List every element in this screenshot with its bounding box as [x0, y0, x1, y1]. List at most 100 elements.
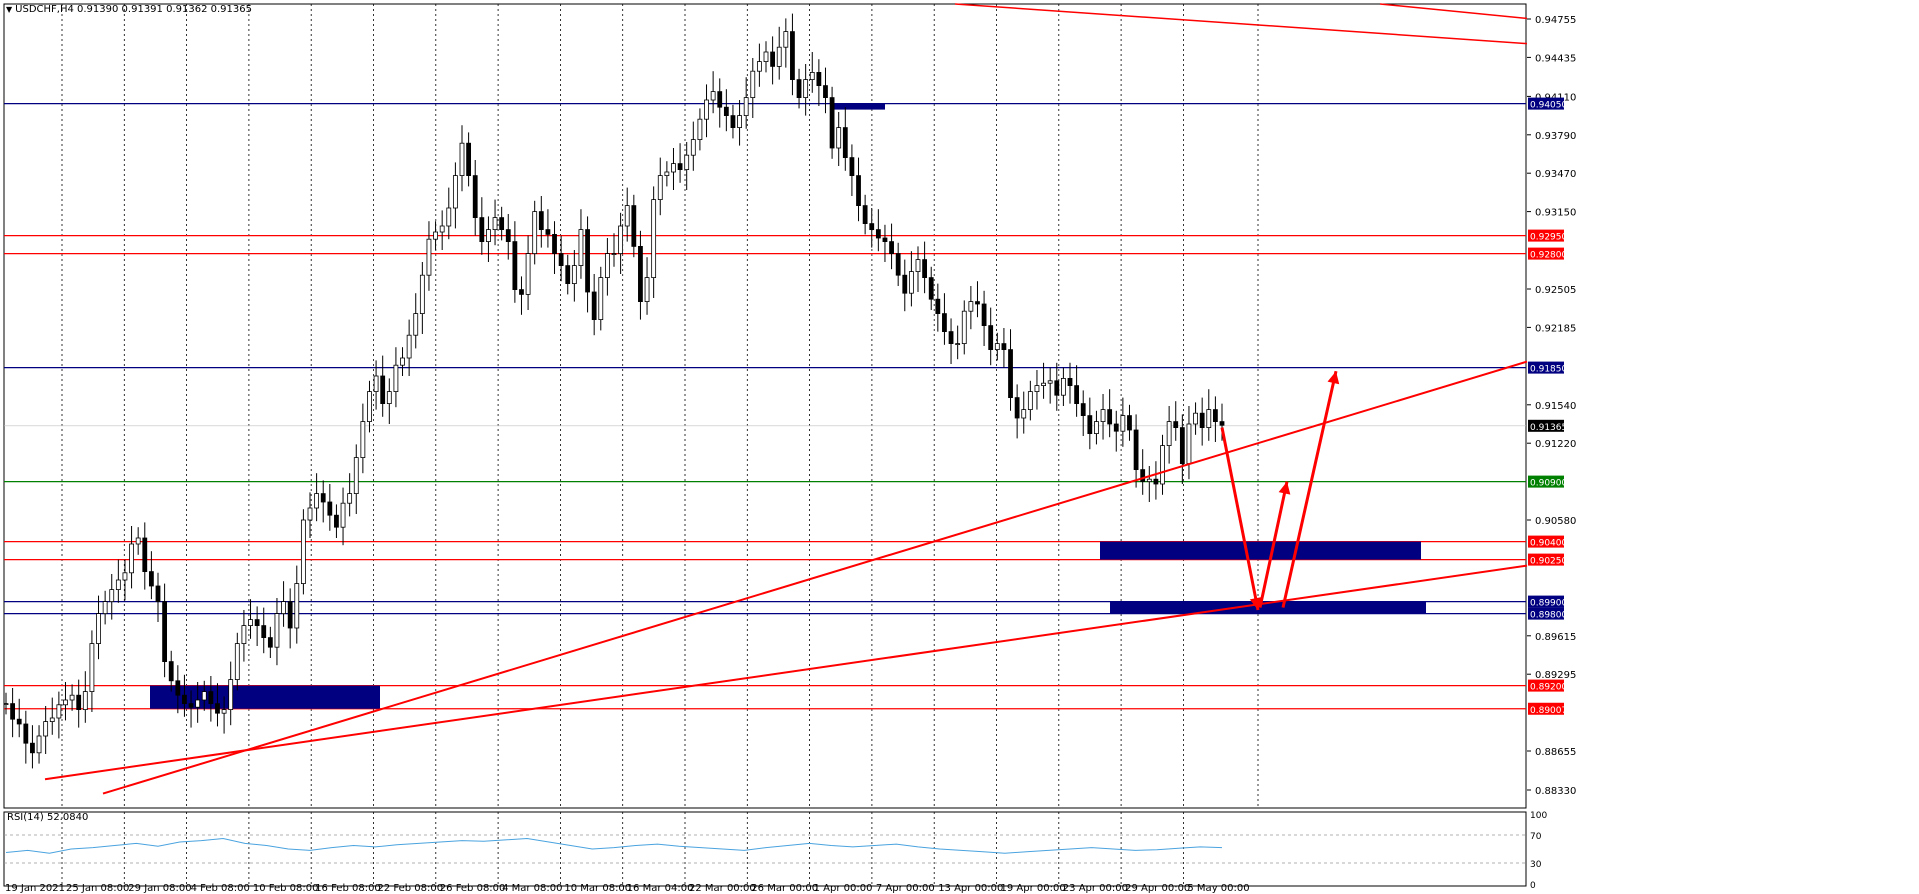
- candle-body: [928, 277, 934, 300]
- candle-body: [1001, 343, 1007, 351]
- candle-body: [472, 175, 478, 219]
- price-tag-label: 0.89200: [1530, 683, 1567, 693]
- candle-body: [320, 493, 326, 503]
- candle-body: [988, 325, 994, 351]
- candle-body: [76, 694, 82, 711]
- candle-body: [452, 175, 458, 209]
- support-zone[interactable]: [150, 685, 380, 709]
- candle-body: [129, 543, 134, 574]
- candle-body: [208, 691, 214, 704]
- candle-body: [902, 274, 908, 294]
- y-tick-label: 0.94755: [1535, 15, 1576, 26]
- candle-body: [43, 721, 49, 737]
- price-tag: [1528, 553, 1564, 566]
- candle-body: [1166, 421, 1172, 447]
- candle-body: [505, 229, 511, 243]
- candle-body: [915, 259, 921, 273]
- projection-arrow-up-1-head: [1278, 481, 1291, 495]
- candle-body: [532, 211, 538, 255]
- x-tick-label: 25 Jan 08:00: [66, 883, 129, 894]
- candle-body: [704, 99, 709, 120]
- candle-body: [413, 313, 419, 336]
- candle-body: [155, 585, 161, 602]
- candle-body: [1080, 403, 1086, 417]
- candle-body: [882, 237, 888, 242]
- candle-body: [591, 291, 597, 321]
- candle-body: [261, 625, 267, 638]
- x-tick-label: 1 Apr 00:00: [814, 883, 873, 894]
- candle-body: [657, 175, 663, 201]
- price-tag: [1528, 679, 1564, 692]
- candle-body: [558, 253, 564, 267]
- price-tag-label: 0.89800: [1530, 611, 1567, 621]
- price-tag-label: 0.89007: [1530, 706, 1567, 716]
- candle-body: [598, 277, 604, 321]
- candle-body: [82, 691, 88, 710]
- candle-body: [274, 613, 280, 648]
- candle-body: [723, 106, 729, 116]
- projection-arrow-down[interactable]: [1220, 427, 1260, 611]
- candle-body: [552, 233, 557, 254]
- candle-body: [380, 375, 386, 405]
- candle-body: [842, 127, 848, 158]
- projection-arrow-up-1[interactable]: [1258, 481, 1289, 608]
- candle-body: [386, 391, 392, 405]
- candle-body: [195, 699, 201, 708]
- candle-body: [942, 313, 947, 333]
- candle-body: [373, 375, 379, 392]
- candle-body: [23, 723, 29, 744]
- projection-arrow-up-2[interactable]: [1281, 370, 1338, 608]
- candle-body: [651, 199, 657, 279]
- price-tag-label: 0.89900: [1530, 599, 1567, 609]
- projection-arrow-up-2-head: [1327, 371, 1340, 385]
- rsi-frame: [3, 811, 1527, 887]
- candle-body: [1074, 385, 1080, 405]
- candle-body: [314, 493, 320, 509]
- target-zone-upper[interactable]: [1100, 541, 1421, 560]
- price-tag: [1528, 475, 1564, 488]
- candle-body: [638, 245, 643, 302]
- candle-body: [571, 265, 577, 285]
- y-tick-label: 0.89295: [1535, 670, 1576, 681]
- candle-body: [30, 742, 35, 754]
- candle-body: [849, 157, 855, 177]
- resistance-zone[interactable]: [833, 103, 885, 110]
- candle-body: [36, 735, 42, 754]
- price-tag: [1528, 229, 1564, 242]
- candle-body: [168, 661, 174, 682]
- y-tick-label: 0.92505: [1535, 285, 1576, 296]
- candle-body: [697, 118, 703, 140]
- candle-body: [935, 298, 941, 315]
- trendline-major[interactable]: [102, 360, 1528, 795]
- dropdown-triangle-icon[interactable]: ▼: [6, 5, 13, 14]
- candle-body: [353, 457, 359, 495]
- price-tag-label: 0.91365: [1530, 423, 1567, 433]
- x-tick-label: 16 Mar 04:00: [627, 883, 694, 894]
- candle-body: [135, 537, 141, 545]
- candle-body: [215, 703, 220, 714]
- candle-body: [248, 619, 253, 626]
- channel-line-upper[interactable]: [954, 3, 1528, 45]
- candle-body: [234, 643, 240, 680]
- candle-body: [829, 97, 835, 149]
- x-tick-label: 26 Feb 08:00: [440, 883, 506, 894]
- candle-body: [823, 85, 828, 98]
- x-tick-label: 4 Feb 08:00: [191, 883, 250, 894]
- y-tick-label: 0.94435: [1535, 53, 1576, 64]
- symbol-info: ▼ USDCHF,H4 0.91390 0.91391 0.91362 0.913…: [6, 4, 252, 15]
- price-tag: [1528, 97, 1564, 110]
- trendline-minor[interactable]: [44, 564, 1528, 781]
- candle-body: [790, 31, 795, 81]
- candle-body: [393, 364, 399, 393]
- candle-body: [300, 519, 306, 584]
- candle-body: [565, 265, 571, 285]
- channel-line-top[interactable]: [1379, 3, 1528, 20]
- candle-body: [809, 72, 815, 81]
- target-zone-lower[interactable]: [1110, 601, 1426, 614]
- x-tick-label: 4 Mar 08:00: [502, 883, 562, 894]
- candle-body: [1034, 385, 1040, 393]
- x-tick-label: 5 May 00:00: [1187, 883, 1249, 894]
- candle-body: [221, 709, 227, 714]
- candle-body: [1140, 469, 1146, 483]
